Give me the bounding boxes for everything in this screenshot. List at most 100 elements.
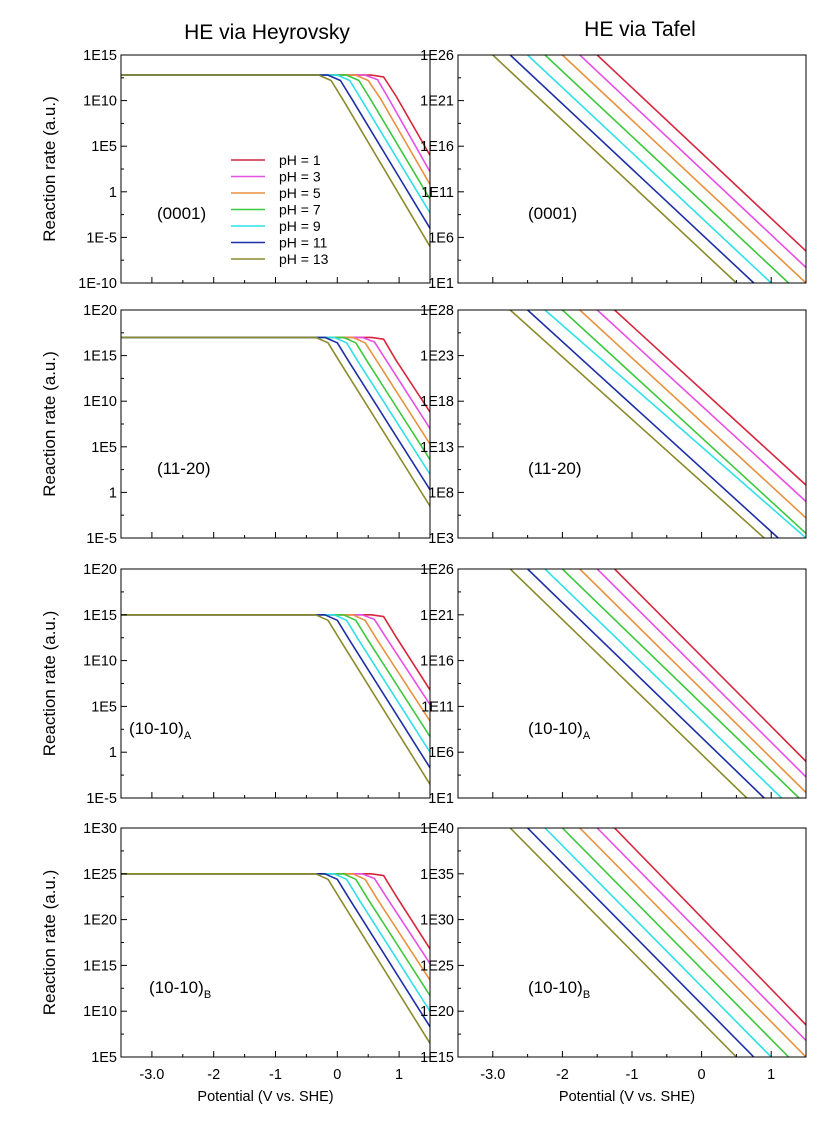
series-line-ph-11 [121, 613, 430, 769]
y-tick-label: 1E20 [83, 562, 117, 578]
y-tick-label: 1E35 [420, 867, 454, 883]
series-group [509, 828, 806, 1057]
series-line-ph-13 [121, 336, 430, 507]
legend-label: pH = 9 [279, 218, 321, 234]
series-group [121, 74, 430, 247]
series-line-ph-1 [614, 828, 806, 1026]
panel-annotation: (10-10)A [528, 719, 591, 742]
series-line-ph-5 [561, 55, 806, 283]
y-axis-label: Reaction rate (a.u.) [40, 870, 59, 1016]
series-line-ph-7 [561, 828, 790, 1057]
y-tick-label: 1E3 [428, 531, 454, 547]
column-title-left: HE via Heyrovsky [184, 21, 350, 44]
series-line-ph-9 [527, 55, 772, 283]
x-tick-label: 0 [333, 1067, 341, 1083]
series-line-ph-3 [121, 74, 430, 173]
legend: pH = 1pH = 3pH = 5pH = 7pH = 9pH = 11pH … [231, 152, 329, 267]
series-line-ph-3 [596, 310, 806, 503]
series-line-ph-13 [509, 828, 737, 1057]
panel-8: 1E40 1E35 1E30 1E25 1E20 1E15 -3.0 -2 -1 0 1 Potent… [420, 821, 807, 1105]
panel-7: 1E30 1E25 1E20 1E15 1E10 1E5 -3.0 -2 -1 0 1 Potenti… [40, 821, 431, 1105]
series-line-ph-7 [561, 310, 806, 534]
legend-label: pH = 13 [279, 251, 329, 267]
y-axis-label: Reaction rate (a.u.) [40, 96, 59, 242]
panel-2: 1E26 1E21 1E16 1E11 1E6 1E1 (0001) [420, 48, 807, 292]
series-line-ph-11 [527, 828, 755, 1057]
series-line-ph-11 [121, 872, 430, 1028]
series-line-ph-13 [121, 613, 430, 785]
y-tick-label: 1E40 [420, 821, 454, 837]
series-line-ph-3 [121, 613, 430, 706]
series-line-ph-3 [596, 569, 806, 778]
series-group [509, 310, 806, 538]
y-tick-label: 1E10 [83, 1004, 117, 1020]
y-tick-label: 1E21 [420, 608, 454, 624]
series-line-ph-11 [509, 55, 755, 283]
y-tick-label: 1E25 [420, 958, 454, 974]
y-tick-label: 1E1 [428, 791, 454, 807]
series-line-ph-1 [121, 74, 430, 156]
y-tick-label: 1E30 [420, 913, 454, 929]
panel-6: 1E26 1E21 1E16 1E11 1E6 1E1 (10-10)A [420, 562, 807, 807]
series-line-ph-1 [614, 310, 806, 486]
column-title-right: HE via Tafel [584, 18, 696, 41]
series-line-ph-9 [544, 828, 772, 1057]
y-tick-label: 1E1 [428, 276, 454, 292]
y-tick-label: 1E6 [428, 745, 454, 761]
y-tick-label: 1E15 [420, 1050, 454, 1066]
annotation-subscript: B [204, 989, 211, 1001]
annotation-subscript: B [583, 989, 590, 1001]
series-line-ph-9 [121, 336, 430, 475]
x-tick-label: 1 [395, 1067, 403, 1083]
series-group [121, 336, 430, 507]
series-line-ph-5 [579, 828, 806, 1057]
panel-3: 1E20 1E15 1E10 1E5 1 1E-5 Reaction rate (a.u.)… [40, 303, 431, 547]
plot-frame [120, 827, 431, 1058]
panel-annotation: (11-20) [157, 459, 211, 478]
panel-4: 1E28 1E23 1E18 1E13 1E8 1E3 (11-20) [420, 303, 807, 547]
series-line-ph-3 [596, 828, 806, 1042]
legend-label: pH = 11 [279, 235, 328, 251]
series-line-ph-5 [121, 336, 430, 445]
x-axis-label: Potential (V vs. SHE) [559, 1089, 695, 1105]
panel-1: 1E15 1E10 1E5 1 1E-5 1E-10 Reaction rate (a.u.… [40, 48, 431, 292]
series-line-ph-11 [527, 569, 765, 798]
series-line-ph-13 [509, 569, 748, 798]
series-line-ph-3 [579, 55, 806, 269]
series-group [509, 569, 806, 798]
y-tick-label: 1 [109, 485, 117, 501]
y-tick-label: 1E28 [420, 303, 454, 319]
annotation-subscript: A [184, 730, 192, 742]
y-tick-label: 1E11 [421, 699, 454, 715]
y-tick-label: 1 [109, 745, 117, 761]
legend-label: pH = 3 [279, 169, 321, 185]
y-tick-label: 1E13 [420, 440, 454, 456]
y-tick-label: 1E20 [83, 913, 117, 929]
x-tick-label: -1 [269, 1067, 282, 1083]
series-group [121, 872, 430, 1044]
legend-label: pH = 7 [279, 202, 321, 218]
series-line-ph-13 [121, 74, 430, 247]
y-tick-label: 1E26 [420, 562, 454, 578]
y-tick-label: 1E15 [83, 349, 117, 365]
y-tick-label: 1 [109, 185, 117, 201]
series-line-ph-7 [544, 55, 790, 283]
legend-label: pH = 1 [279, 152, 321, 168]
y-tick-label: 1E16 [420, 139, 454, 155]
legend-label: pH = 5 [279, 185, 321, 201]
y-axis-label: Reaction rate (a.u.) [40, 351, 59, 497]
y-tick-label: 1E11 [421, 185, 454, 201]
y-tick-label: 1E6 [428, 230, 454, 246]
y-tick-label: 1E10 [83, 394, 117, 410]
y-tick-label: 1E16 [420, 654, 454, 670]
y-tick-label: 1E-5 [86, 230, 117, 246]
x-tick-label: -1 [626, 1067, 639, 1083]
panel-annotation: (10-10)B [149, 978, 211, 1001]
series-line-ph-13 [492, 55, 737, 283]
panel-annotation: (11-20) [528, 459, 582, 478]
x-tick-label: -2 [556, 1067, 569, 1083]
series-line-ph-3 [121, 336, 430, 430]
y-tick-label: 1E5 [91, 699, 117, 715]
x-axis-label: Potential (V vs. SHE) [197, 1089, 333, 1105]
